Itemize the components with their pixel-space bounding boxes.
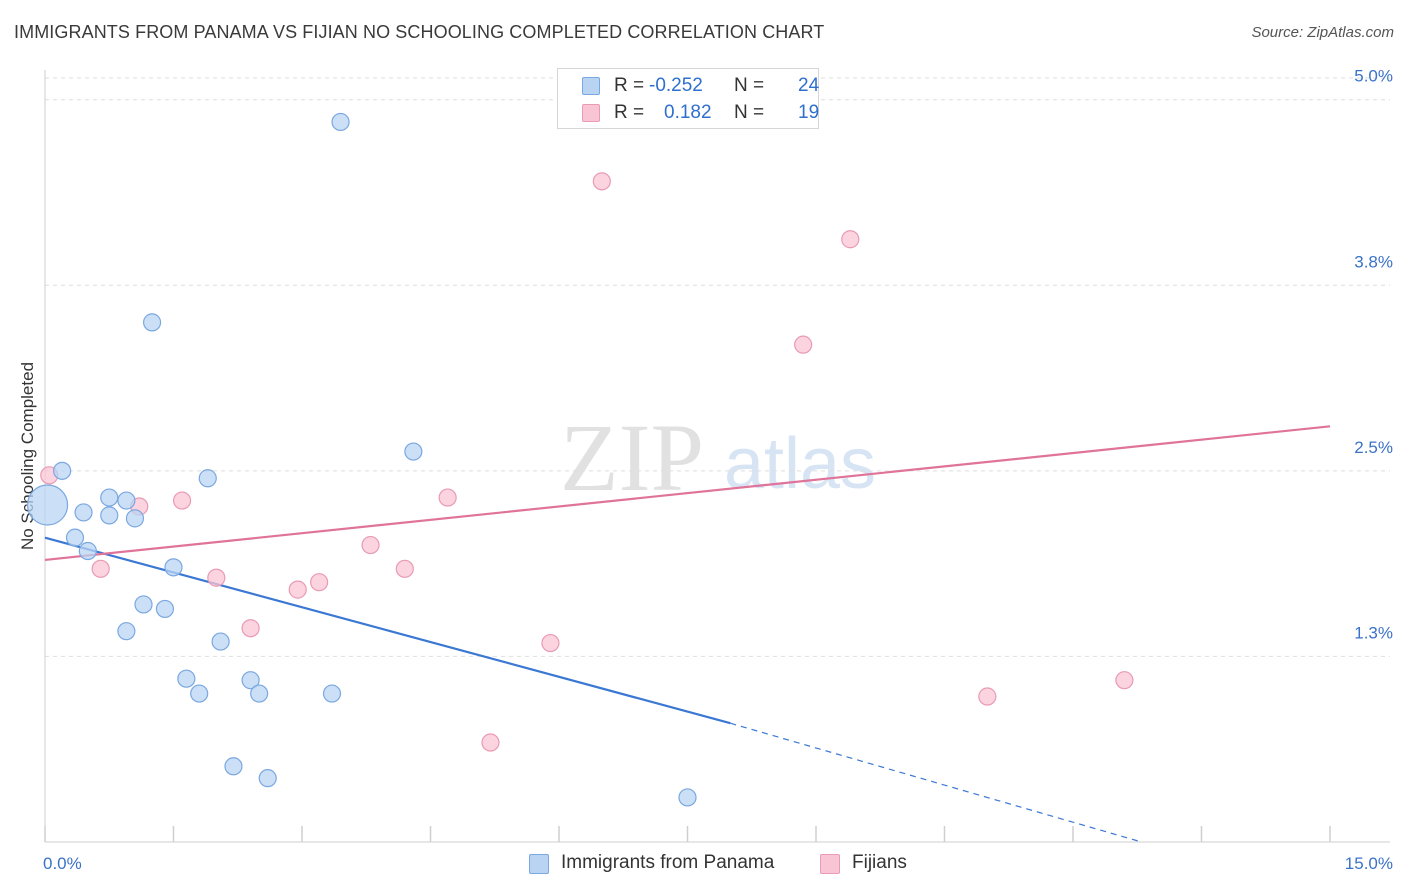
data-point-fijians <box>395 559 414 578</box>
data-point-fijians <box>978 687 997 706</box>
data-point-panama <box>331 112 350 132</box>
data-point-panama <box>190 684 209 703</box>
data-point-panama <box>78 541 97 561</box>
data-point-fijians <box>841 230 860 249</box>
y-tick-label: 1.3% <box>1354 623 1393 642</box>
data-point-panama <box>177 669 196 688</box>
watermark-zip: ZIP <box>560 404 704 511</box>
data-point-panama <box>224 757 243 776</box>
legend-label-fijians: Fijians <box>852 852 907 873</box>
data-point-fijians <box>438 488 457 507</box>
data-point-panama <box>117 491 136 510</box>
data-point-panama <box>142 313 162 332</box>
y-tick-label: 5.0% <box>1354 67 1393 86</box>
data-point-panama <box>241 671 260 690</box>
legend-swatch-fijians <box>820 854 840 874</box>
trend-line-fijians <box>44 425 1331 562</box>
data-point-panama <box>258 769 277 788</box>
data-point-panama <box>53 461 72 480</box>
data-point-fijians <box>91 559 110 578</box>
trend-line-panama-extension <box>730 722 1142 843</box>
y-tick-label: 3.8% <box>1354 252 1393 271</box>
y-tick-label: 2.5% <box>1354 438 1393 457</box>
trend-line-panama <box>44 536 731 725</box>
data-point-panama <box>125 509 145 528</box>
legend-r-label: R = <box>614 75 645 96</box>
data-point-fijians <box>310 573 329 592</box>
data-point-fijians <box>241 619 260 638</box>
data-point-panama <box>134 595 153 614</box>
source-label: Source: ZipAtlas.com <box>1251 24 1394 41</box>
data-point-fijians <box>207 568 226 587</box>
data-point-panama <box>211 632 230 651</box>
data-point-fijians <box>541 633 560 653</box>
data-point-fijians <box>794 335 813 354</box>
chart-title: IMMIGRANTS FROM PANAMA VS FIJIAN NO SCHO… <box>14 22 825 42</box>
legend-swatch-fijians <box>582 104 600 122</box>
data-point-panama <box>164 558 183 577</box>
x-tick-label-min: 0.0% <box>43 854 82 873</box>
data-point-panama <box>100 506 119 525</box>
legend-swatch-panama <box>529 854 549 874</box>
data-point-fijians <box>172 491 192 510</box>
legend-n-value-fijians: 19 <box>798 102 820 123</box>
data-point-panama <box>322 684 342 703</box>
legend-r-label: R = <box>614 102 645 123</box>
data-point-panama <box>678 788 697 807</box>
data-point-panama <box>198 469 217 488</box>
data-point-panama <box>250 684 269 703</box>
data-point-fijians <box>1115 671 1134 690</box>
data-point-panama <box>74 503 93 522</box>
data-point-fijians <box>288 580 307 599</box>
legend-n-value-panama: 24 <box>798 75 820 96</box>
stats-legend: R = -0.252 N = 24 R = 0.182 N = 19 <box>557 68 819 129</box>
legend-n-label: N = <box>734 75 765 96</box>
data-point-fijians <box>361 535 380 555</box>
legend-label-panama: Immigrants from Panama <box>561 852 775 873</box>
legend-r-value-panama: -0.252 <box>649 75 703 96</box>
data-point-fijians <box>592 172 611 191</box>
watermark-atlas: atlas <box>724 424 876 504</box>
data-point-panama <box>65 528 85 547</box>
x-tick-label-max: 15.0% <box>1345 854 1393 873</box>
legend-r-value-fijians: 0.182 <box>664 102 712 123</box>
data-point-panama <box>26 484 69 526</box>
data-point-fijians <box>481 733 500 752</box>
data-point-panama <box>100 488 119 507</box>
data-point-panama <box>117 622 136 641</box>
legend-swatch-panama <box>582 77 600 95</box>
legend-n-label: N = <box>734 102 765 123</box>
data-point-panama <box>155 599 175 619</box>
data-point-panama <box>404 442 423 461</box>
